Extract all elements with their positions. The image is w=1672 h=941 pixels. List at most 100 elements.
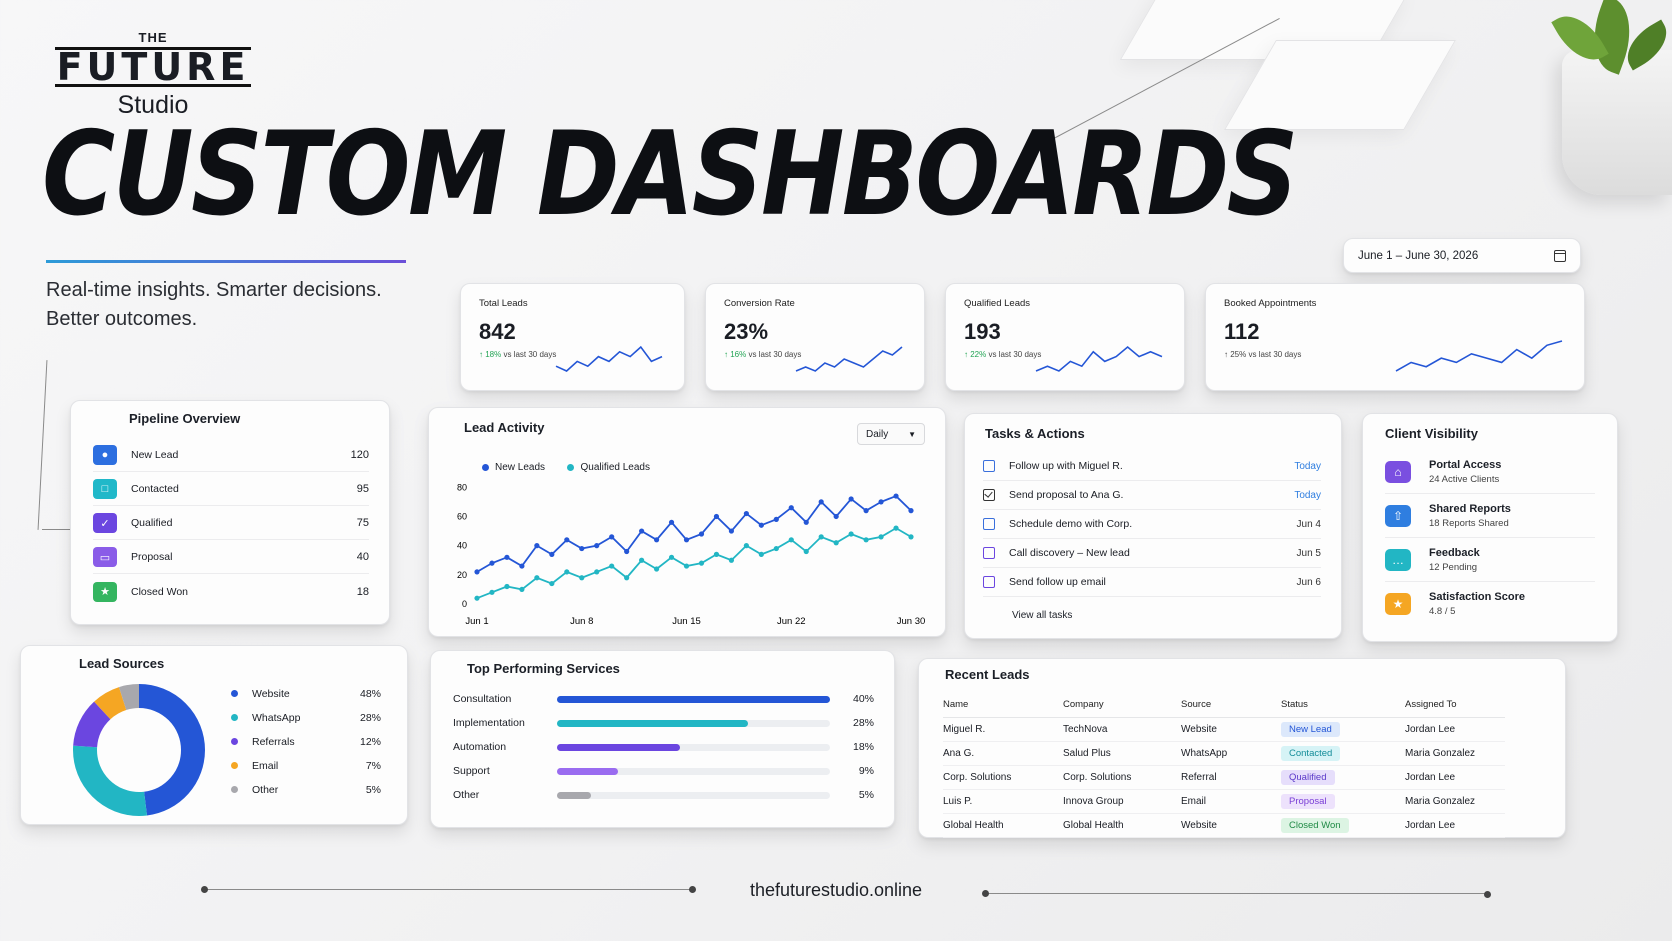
table-row[interactable]: Corp. Solutions Corp. Solutions Referral Qu… xyxy=(943,765,1505,790)
data-point[interactable] xyxy=(698,560,705,566)
data-point[interactable] xyxy=(519,563,525,569)
service-row[interactable]: Other 5% xyxy=(453,783,874,807)
data-point[interactable] xyxy=(504,554,510,560)
task-item[interactable]: Send follow up email Jun 6 xyxy=(983,568,1321,597)
task-checkbox[interactable] xyxy=(983,489,995,501)
data-point[interactable] xyxy=(818,534,824,540)
pipeline-row[interactable]: ★ Closed Won 18 xyxy=(93,575,369,608)
service-row[interactable]: Consultation 40% xyxy=(453,687,874,711)
data-point[interactable] xyxy=(474,595,480,601)
data-point[interactable] xyxy=(893,493,899,499)
data-point[interactable] xyxy=(863,508,869,514)
data-point[interactable] xyxy=(624,575,630,581)
column-header[interactable]: Status xyxy=(1281,699,1405,718)
donut-slice[interactable] xyxy=(73,684,205,816)
pipeline-row[interactable]: □ Contacted 95 xyxy=(93,473,369,506)
data-point[interactable] xyxy=(758,522,764,528)
client-visibility-item[interactable]: ★ Satisfaction Score 4.8 / 5 xyxy=(1385,582,1595,626)
source-row[interactable]: Referrals 12% xyxy=(231,730,381,753)
task-checkbox[interactable] xyxy=(983,576,995,588)
data-point[interactable] xyxy=(773,516,779,522)
data-point[interactable] xyxy=(758,551,764,557)
source-row[interactable]: Other 5% xyxy=(231,778,381,801)
data-point[interactable] xyxy=(639,557,645,563)
kpi-card-booked-appointments[interactable]: Booked Appointments 112 ↑ 25% vs last 30… xyxy=(1205,283,1585,391)
view-all-tasks-link[interactable]: View all tasks xyxy=(1012,610,1073,621)
data-point[interactable] xyxy=(698,531,705,537)
kpi-card-total-leads[interactable]: Total Leads 842 ↑ 18% vs last 30 days xyxy=(460,283,685,391)
client-visibility-item[interactable]: ⇧ Shared Reports 18 Reports Shared xyxy=(1385,494,1595,538)
service-row[interactable]: Implementation 28% xyxy=(453,711,874,735)
table-row[interactable]: Global Health Global Health Website Closed … xyxy=(943,813,1505,838)
data-point[interactable] xyxy=(549,551,555,557)
task-checkbox[interactable] xyxy=(983,518,995,530)
data-point[interactable] xyxy=(668,519,675,525)
data-point[interactable] xyxy=(818,499,824,505)
data-point[interactable] xyxy=(534,543,540,549)
data-point[interactable] xyxy=(878,534,884,540)
data-point[interactable] xyxy=(833,540,839,546)
footer-url[interactable]: thefuturestudio.online xyxy=(749,880,923,900)
data-point[interactable] xyxy=(908,534,914,540)
data-point[interactable] xyxy=(653,537,660,543)
data-point[interactable] xyxy=(549,580,555,587)
kpi-card-conversion-rate[interactable]: Conversion Rate 23% ↑ 16% vs last 30 day… xyxy=(705,283,925,391)
pipeline-row[interactable]: ▭ Proposal 40 xyxy=(93,541,369,574)
data-point[interactable] xyxy=(504,583,510,590)
column-header[interactable]: Name xyxy=(943,699,1063,718)
data-point[interactable] xyxy=(624,548,630,555)
data-point[interactable] xyxy=(653,566,660,572)
task-checkbox[interactable] xyxy=(983,460,995,472)
data-point[interactable] xyxy=(728,557,735,563)
data-point[interactable] xyxy=(848,496,854,502)
data-point[interactable] xyxy=(519,586,525,593)
table-row[interactable]: Luis P. Innova Group Email Proposal Maria Go… xyxy=(943,789,1505,814)
data-point[interactable] xyxy=(474,569,480,575)
data-point[interactable] xyxy=(803,519,809,525)
data-point[interactable] xyxy=(609,534,615,540)
data-point[interactable] xyxy=(489,560,495,566)
data-point[interactable] xyxy=(743,543,749,549)
data-point[interactable] xyxy=(579,575,585,581)
column-header[interactable]: Source xyxy=(1181,699,1281,718)
data-point[interactable] xyxy=(564,569,570,575)
data-point[interactable] xyxy=(728,528,735,534)
data-point[interactable] xyxy=(534,575,540,581)
calendar-icon[interactable] xyxy=(1554,249,1566,262)
data-point[interactable] xyxy=(713,551,720,557)
data-point[interactable] xyxy=(713,513,720,520)
source-row[interactable]: Email 7% xyxy=(231,754,381,777)
source-row[interactable]: Website 48% xyxy=(231,682,381,705)
data-point[interactable] xyxy=(773,545,779,552)
column-header[interactable]: Assigned To xyxy=(1405,699,1505,718)
data-point[interactable] xyxy=(564,537,570,543)
data-point[interactable] xyxy=(594,543,600,549)
pipeline-row[interactable]: ✓ Qualified 75 xyxy=(93,507,369,540)
data-point[interactable] xyxy=(788,505,794,511)
data-point[interactable] xyxy=(803,548,809,555)
data-point[interactable] xyxy=(579,545,585,552)
task-item[interactable]: Follow up with Miguel R. Today xyxy=(983,452,1321,481)
column-header[interactable]: Company xyxy=(1063,699,1181,718)
data-point[interactable] xyxy=(848,531,854,537)
kpi-card-qualified-leads[interactable]: Qualified Leads 193 ↑ 22% vs last 30 day… xyxy=(945,283,1185,391)
table-row[interactable]: Ana G. Salud Plus WhatsApp Contacted Maria G… xyxy=(943,741,1505,766)
source-row[interactable]: WhatsApp 28% xyxy=(231,706,381,729)
date-range-picker[interactable]: June 1 – June 30, 2026 xyxy=(1343,238,1581,273)
data-point[interactable] xyxy=(609,563,615,569)
pipeline-row[interactable]: ● New Lead 120 xyxy=(93,439,369,472)
data-point[interactable] xyxy=(594,569,600,575)
service-row[interactable]: Support 9% xyxy=(453,759,874,783)
data-point[interactable] xyxy=(668,554,675,560)
data-point[interactable] xyxy=(833,513,839,520)
data-point[interactable] xyxy=(893,525,899,531)
client-visibility-item[interactable]: … Feedback 12 Pending xyxy=(1385,538,1595,582)
data-point[interactable] xyxy=(683,563,690,569)
data-point[interactable] xyxy=(743,510,749,517)
data-point[interactable] xyxy=(639,528,645,534)
donut-slice[interactable] xyxy=(73,684,205,816)
data-point[interactable] xyxy=(489,589,495,595)
task-checkbox[interactable] xyxy=(983,547,995,559)
data-point[interactable] xyxy=(878,499,884,505)
data-point[interactable] xyxy=(863,537,869,543)
